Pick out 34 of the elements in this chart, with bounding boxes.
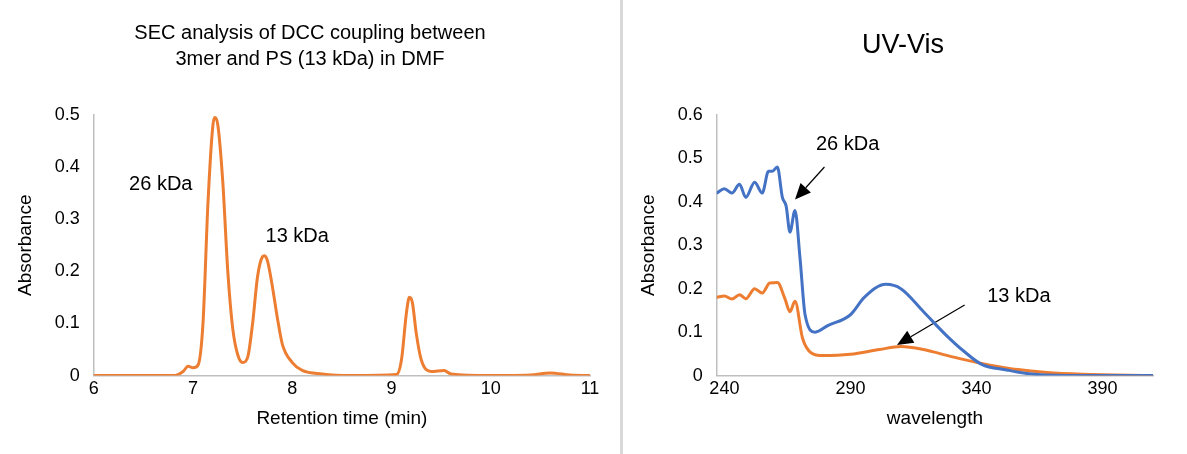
x-tick-label: 240 (709, 378, 740, 399)
y-tick-label: 0.4 (677, 190, 703, 211)
x-tick-label: 390 (1087, 378, 1118, 399)
line-series (93, 115, 590, 376)
y-tick-label: 0.3 (677, 234, 703, 255)
y-tick-label: 0 (692, 364, 703, 385)
x-tick-label: 340 (961, 378, 992, 399)
y-tick-label: 0.1 (677, 321, 703, 342)
annotation: 26 kDa (129, 171, 193, 195)
chart-title: UV-Vis (861, 28, 945, 62)
x-tick-label: 7 (188, 378, 199, 399)
y-tick-label: 0.2 (677, 277, 703, 298)
annotation: 26 kDa (815, 131, 880, 155)
x-tick-label: 10 (480, 378, 501, 399)
y-tick-label: 0.2 (54, 260, 80, 281)
chart-title: SEC analysis of DCC coupling between 3mer and PS (13 kDa) in DMF (133, 20, 487, 71)
y-axis-title: Absorbance (636, 194, 658, 296)
y-tick-label: 0.1 (54, 312, 80, 333)
y-tick-label: 0.3 (54, 208, 80, 229)
x-tick-label: 290 (835, 378, 866, 399)
y-axis-title: Absorbance (13, 194, 35, 296)
annotation: 13 kDa (265, 223, 329, 247)
y-tick-label: 0.6 (677, 103, 703, 124)
annotation: 13 kDa (987, 283, 1051, 307)
x-tick-label: 8 (287, 378, 298, 399)
y-tick-label: 0.5 (677, 147, 703, 168)
x-tick-label: 9 (386, 378, 397, 399)
y-tick-label: 0 (69, 364, 80, 385)
y-tick-label: 0.5 (54, 103, 80, 124)
x-tick-label: 6 (88, 378, 99, 399)
x-axis-title: Retention time (min) (256, 406, 428, 428)
y-tick-label: 0.4 (54, 155, 80, 176)
x-axis-title: wavelength (885, 406, 983, 428)
x-tick-label: 11 (580, 378, 600, 399)
